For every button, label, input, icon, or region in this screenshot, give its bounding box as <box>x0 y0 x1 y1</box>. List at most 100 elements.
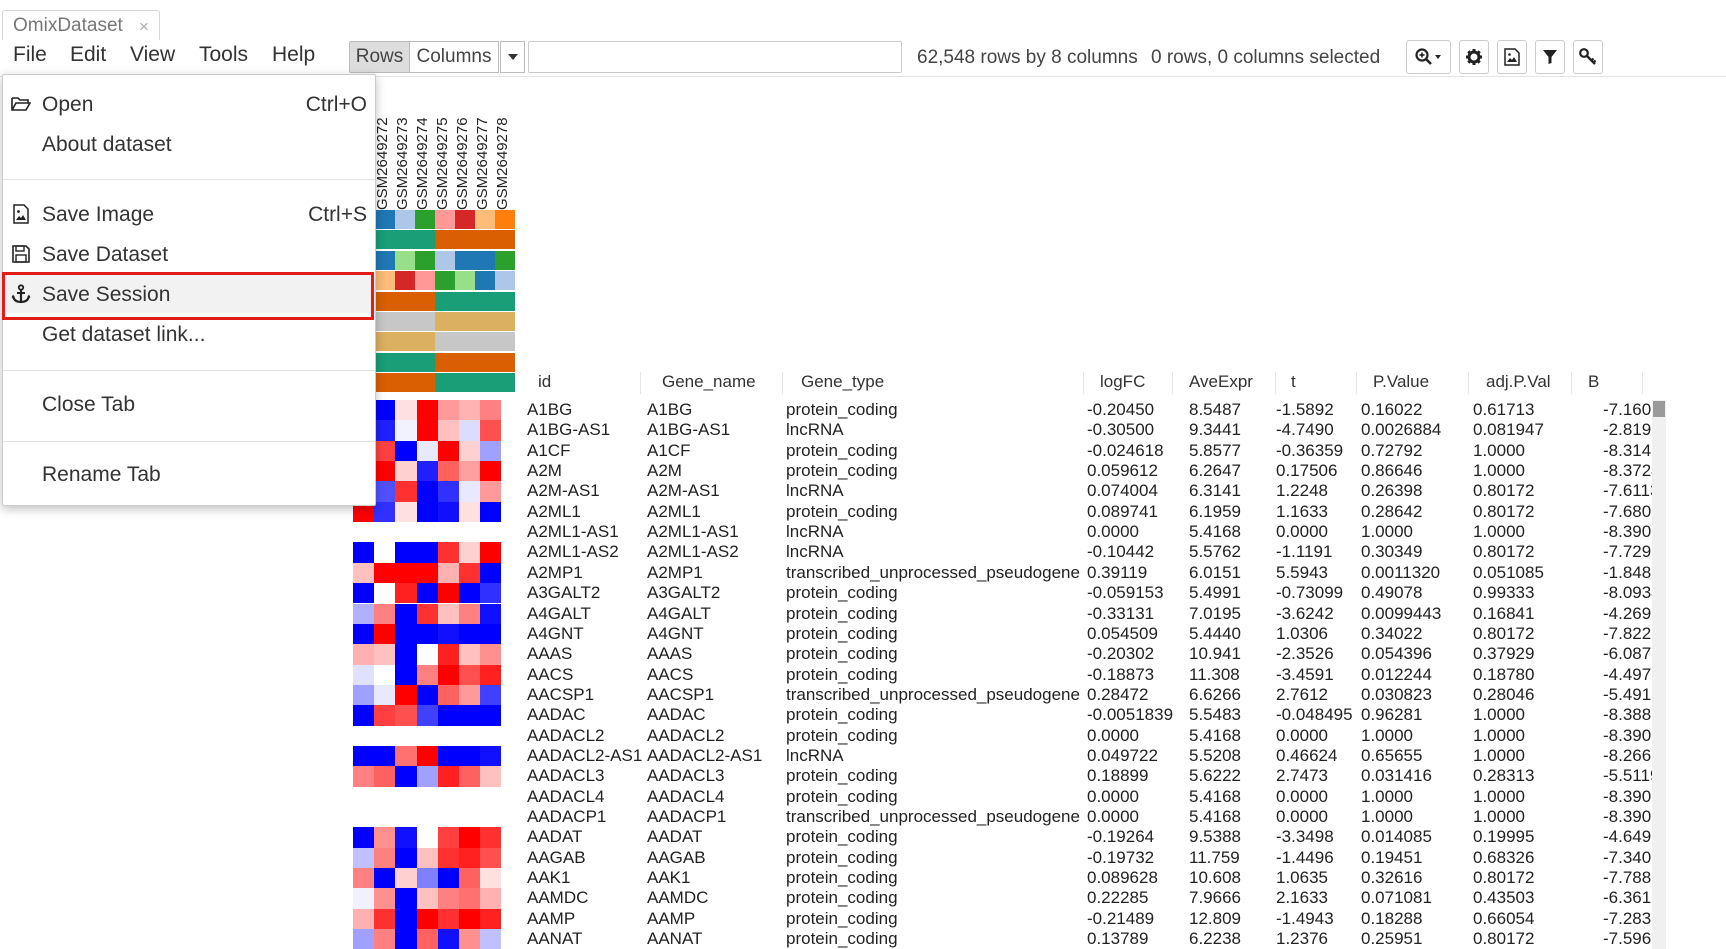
heatmap-cell[interactable] <box>437 725 459 746</box>
column-header[interactable]: logFC <box>1100 372 1146 391</box>
table-cell[interactable]: 0.0000 <box>1276 786 1328 806</box>
table-cell[interactable]: 0.0000 <box>1276 807 1328 826</box>
heatmap-cell[interactable] <box>395 684 417 706</box>
heatmap-cell[interactable] <box>459 705 481 726</box>
table-cell[interactable]: A1BG-AS1 <box>647 420 731 440</box>
heatmap-cell[interactable] <box>374 481 396 502</box>
heatmap-cell[interactable] <box>437 481 459 502</box>
table-cell[interactable]: protein_coding <box>786 644 898 664</box>
column-header[interactable]: t <box>1291 372 1296 391</box>
heatmap-cell[interactable] <box>459 766 481 787</box>
heatmap-cell[interactable] <box>480 522 502 543</box>
table-cell[interactable]: -3.6242 <box>1276 603 1334 623</box>
heatmap-cell[interactable] <box>374 461 396 482</box>
heatmap-cell[interactable] <box>416 725 438 746</box>
table-cell[interactable]: AAK1 <box>527 868 571 888</box>
table-cell[interactable]: 0.43503 <box>1473 888 1535 908</box>
table-cell[interactable]: AADACP1 <box>527 807 607 826</box>
table-cell[interactable]: 0.39119 <box>1087 562 1148 582</box>
table-cell[interactable]: 0.25951 <box>1361 929 1423 949</box>
heatmap-cell[interactable] <box>437 623 459 645</box>
heatmap-cell[interactable] <box>480 562 502 584</box>
table-cell[interactable]: -0.19264 <box>1087 827 1155 847</box>
table-cell[interactable]: AACS <box>527 664 574 684</box>
table-cell[interactable]: 5.8577 <box>1189 440 1241 460</box>
heatmap-cell[interactable] <box>353 644 375 665</box>
table-cell[interactable]: AAMDC <box>647 888 709 908</box>
heatmap-cell[interactable] <box>416 542 438 563</box>
table-cell[interactable]: 1.0000 <box>1473 725 1525 745</box>
table-cell[interactable]: 1.0000 <box>1361 522 1413 542</box>
table-cell[interactable]: -0.0051839 <box>1087 705 1174 725</box>
table-cell[interactable]: protein_coding <box>786 908 898 928</box>
table-cell[interactable]: -8.3901 <box>1603 786 1661 806</box>
table-cell[interactable]: AACSP1 <box>647 684 715 704</box>
heatmap-cell[interactable] <box>459 847 481 869</box>
heatmap-cell[interactable] <box>395 664 417 685</box>
heatmap-cell[interactable] <box>459 461 481 482</box>
table-cell[interactable]: protein_coding <box>786 786 898 806</box>
table-cell[interactable]: -0.024618 <box>1087 440 1164 460</box>
table-cell[interactable]: A2M <box>527 461 562 481</box>
table-cell[interactable]: AAMDC <box>527 888 589 908</box>
table-cell[interactable]: AAAS <box>647 644 693 664</box>
table-cell[interactable]: protein_coding <box>786 603 898 623</box>
column-header[interactable]: P.Value <box>1373 372 1430 391</box>
table-cell[interactable]: -8.3901 <box>1603 725 1661 745</box>
heatmap-cell[interactable] <box>416 481 438 502</box>
heatmap-cell[interactable] <box>437 766 459 787</box>
table-cell[interactable]: 5.4168 <box>1189 786 1241 806</box>
heatmap-cell[interactable] <box>395 868 417 889</box>
heatmap-cell[interactable] <box>480 786 502 807</box>
table-cell[interactable]: transcribed_unprocessed_pseudogene <box>786 562 1080 582</box>
heatmap-cell[interactable] <box>416 847 438 869</box>
heatmap-cell[interactable] <box>416 603 438 624</box>
table-cell[interactable]: 0.19995 <box>1473 827 1535 847</box>
table-cell[interactable]: 7.0195 <box>1189 603 1241 623</box>
heatmap-cell[interactable] <box>459 623 481 645</box>
table-cell[interactable]: 10.941 <box>1189 644 1241 664</box>
heatmap-cell[interactable] <box>480 644 502 665</box>
table-cell[interactable]: A4GALT <box>647 603 711 623</box>
menu-file[interactable]: File <box>13 43 47 66</box>
heatmap-cell[interactable] <box>353 725 375 746</box>
table-cell[interactable]: 0.30349 <box>1361 542 1423 562</box>
table-cell[interactable]: protein_coding <box>786 583 898 603</box>
table-cell[interactable]: AADACL3 <box>527 766 605 786</box>
heatmap-cell[interactable] <box>374 847 396 869</box>
heatmap-cell[interactable] <box>480 827 502 848</box>
heatmap-cell[interactable] <box>353 705 375 726</box>
table-cell[interactable]: lncRNA <box>786 481 844 501</box>
heatmap-cell[interactable] <box>353 827 375 848</box>
table-cell[interactable]: 11.759 <box>1189 847 1240 867</box>
table-cell[interactable]: -1.4496 <box>1276 847 1334 867</box>
table-cell[interactable]: AADAT <box>527 827 583 847</box>
table-cell[interactable]: 12.809 <box>1189 908 1241 928</box>
heatmap-cell[interactable] <box>459 868 481 889</box>
heatmap-cell[interactable] <box>437 583 459 604</box>
table-cell[interactable]: 1.0000 <box>1473 705 1525 725</box>
heatmap-cell[interactable] <box>395 501 417 523</box>
heatmap-cell[interactable] <box>353 868 375 889</box>
heatmap-cell[interactable] <box>374 827 396 848</box>
heatmap-cell[interactable] <box>416 420 438 441</box>
heatmap-cell[interactable] <box>480 603 502 624</box>
table-cell[interactable]: AAGAB <box>527 847 586 867</box>
heatmap-cell[interactable] <box>353 623 375 645</box>
table-cell[interactable]: -0.20450 <box>1087 400 1155 419</box>
rows-toggle-button[interactable]: Rows <box>349 41 410 73</box>
heatmap-cell[interactable] <box>459 603 481 624</box>
table-cell[interactable]: 0.0026884 <box>1361 420 1442 440</box>
table-cell[interactable]: AAMP <box>647 908 696 928</box>
heatmap-cell[interactable] <box>353 786 375 807</box>
heatmap-cell[interactable] <box>395 766 417 787</box>
heatmap-cell[interactable] <box>374 725 396 746</box>
table-cell[interactable]: 7.9666 <box>1189 888 1241 908</box>
table-cell[interactable]: 0.80172 <box>1473 481 1535 501</box>
menu-item-get-dataset-link[interactable]: Get dataset link... <box>3 315 375 353</box>
table-cell[interactable]: A3GALT2 <box>647 583 721 603</box>
heatmap-cell[interactable] <box>437 807 459 828</box>
table-cell[interactable]: -1.4943 <box>1276 908 1334 928</box>
heatmap-cell[interactable] <box>353 766 375 787</box>
table-cell[interactable]: 0.68326 <box>1473 847 1535 867</box>
